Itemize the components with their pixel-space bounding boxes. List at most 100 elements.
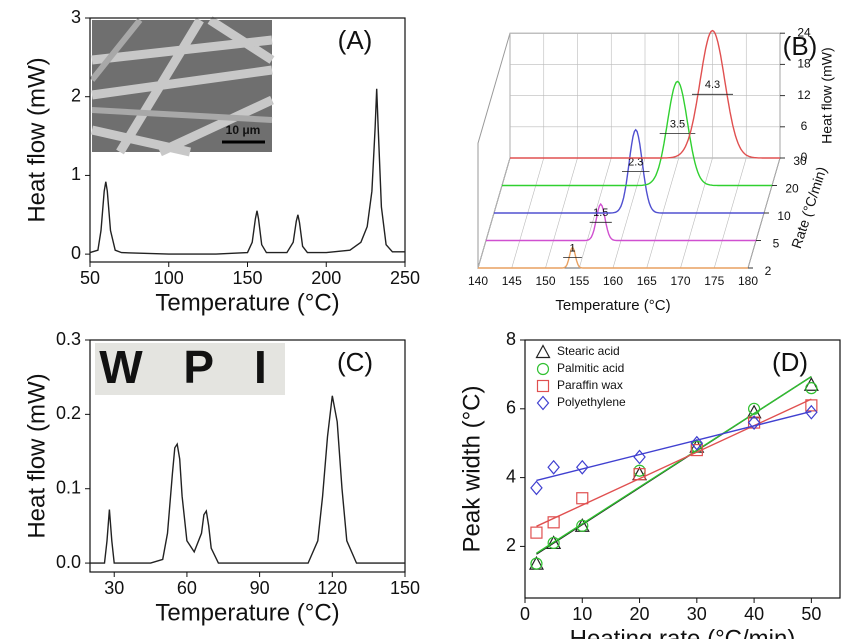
- rate-tick-label: 5: [773, 237, 780, 251]
- marker: [805, 399, 818, 412]
- x-tick-label: 90: [250, 578, 270, 598]
- marker: [633, 449, 646, 465]
- z-axis-title: Heat flow (mW): [819, 47, 835, 143]
- y-tick-label: 0.0: [56, 552, 81, 572]
- x-tick-label: 160: [603, 274, 623, 288]
- width-label: 3.5: [670, 118, 685, 130]
- y-tick-label: 0.2: [56, 403, 81, 423]
- x-axis-title: Temperature (°C): [555, 297, 670, 314]
- marker: [576, 519, 589, 532]
- x-tick-label: 180: [738, 274, 758, 288]
- width-label: 1: [569, 243, 575, 255]
- marker: [690, 443, 703, 457]
- x-tick-label: 30: [104, 578, 124, 598]
- fit-line: [536, 376, 812, 554]
- panel-label: (B): [783, 31, 818, 61]
- marker: [576, 492, 589, 505]
- x-tick-label: 30: [687, 604, 707, 624]
- marker: [530, 526, 543, 539]
- rate-axis-title: Rate (°C/min): [788, 165, 829, 251]
- width-label: 2.3: [628, 156, 643, 168]
- x-tick-label: 50: [80, 268, 100, 288]
- x-axis-title: Temperature (°C): [155, 289, 339, 316]
- marker: [547, 516, 560, 529]
- y-tick-label: 4: [506, 466, 516, 486]
- x-tick-label: 155: [569, 274, 589, 288]
- x-tick-label: 10: [572, 604, 592, 624]
- z-tick-label: 0: [801, 150, 808, 164]
- y-tick-label: 2: [506, 535, 516, 555]
- legend-label: Stearic acid: [557, 344, 620, 358]
- y-tick-label: 8: [506, 329, 516, 349]
- x-tick-label: 60: [177, 578, 197, 598]
- marker: [690, 435, 704, 451]
- panel-label: (D): [772, 347, 808, 377]
- fit-line: [536, 410, 812, 482]
- y-tick-label: 3: [71, 7, 81, 27]
- peak-curve: [478, 245, 748, 269]
- x-tick-label: 40: [744, 604, 764, 624]
- legend-marker: [535, 344, 551, 359]
- legend-label: Paraffin wax: [557, 378, 623, 392]
- z-tick-label: 18: [797, 57, 811, 71]
- wpi-inset: W P I: [95, 341, 285, 395]
- rate-tick-label: 2: [765, 264, 772, 278]
- scale-bar-label: 10 μm: [226, 123, 261, 137]
- legend-marker: [536, 395, 550, 411]
- side-wall: [477, 33, 511, 269]
- marker: [633, 468, 646, 481]
- x-tick-label: 165: [637, 274, 657, 288]
- rate-tick-label: 30: [793, 154, 807, 168]
- x-axis-title: Temperature (°C): [155, 599, 339, 626]
- x-tick-label: 20: [630, 604, 650, 624]
- peak-curve: [510, 29, 780, 159]
- width-label: 4.3: [705, 79, 720, 91]
- x-tick-label: 100: [154, 268, 184, 288]
- marker: [547, 536, 560, 550]
- legend-label: Polyethylene: [557, 395, 626, 409]
- y-tick-label: 2: [71, 85, 81, 105]
- y-axis-title: Heat flow (mW): [23, 373, 50, 538]
- marker: [747, 415, 761, 430]
- marker: [530, 480, 543, 496]
- y-tick-label: 0.3: [56, 329, 81, 349]
- x-axis-title: Heating rate (°C/min): [570, 625, 796, 639]
- y-axis-title: Heat flow (mW): [23, 57, 50, 222]
- heat-flow-line: [90, 395, 405, 564]
- peak-curve: [494, 128, 764, 214]
- z-tick-label: 24: [797, 25, 811, 39]
- x-tick-label: 0: [520, 604, 530, 624]
- x-tick-label: 150: [535, 274, 555, 288]
- x-tick-label: 140: [468, 274, 488, 288]
- inset-text: W P I: [99, 341, 281, 393]
- legend-marker: [536, 379, 550, 393]
- rate-tick-label: 20: [785, 182, 799, 196]
- marker: [747, 402, 761, 415]
- peak-curve: [486, 202, 756, 242]
- grid-line: [612, 157, 646, 269]
- y-tick-label: 0.1: [56, 477, 81, 497]
- z-tick-label: 6: [801, 119, 808, 133]
- x-tick-label: 250: [390, 268, 420, 288]
- legend-label: Palmitic acid: [557, 361, 624, 375]
- panel-label: (A): [338, 25, 373, 55]
- fit-line: [536, 398, 812, 527]
- plot-frame: [89, 339, 406, 573]
- sem-inset: 10 μm: [89, 16, 275, 157]
- heat-flow-line: [89, 88, 405, 255]
- y-axis-title: Peak width (°C): [458, 386, 485, 553]
- y-tick-label: 6: [506, 398, 516, 418]
- panel-label: (C): [337, 347, 373, 377]
- marker: [805, 382, 818, 395]
- x-tick-label: 50: [801, 604, 821, 624]
- y-tick-label: 0: [71, 243, 81, 263]
- x-tick-label: 150: [232, 268, 262, 288]
- peak-curve: [502, 80, 772, 187]
- y-tick-label: 1: [71, 164, 81, 184]
- plot-frame: [524, 339, 841, 599]
- x-tick-label: 120: [317, 578, 347, 598]
- x-tick-label: 150: [390, 578, 420, 598]
- rate-tick-label: 10: [777, 209, 791, 223]
- z-tick-label: 12: [797, 88, 811, 102]
